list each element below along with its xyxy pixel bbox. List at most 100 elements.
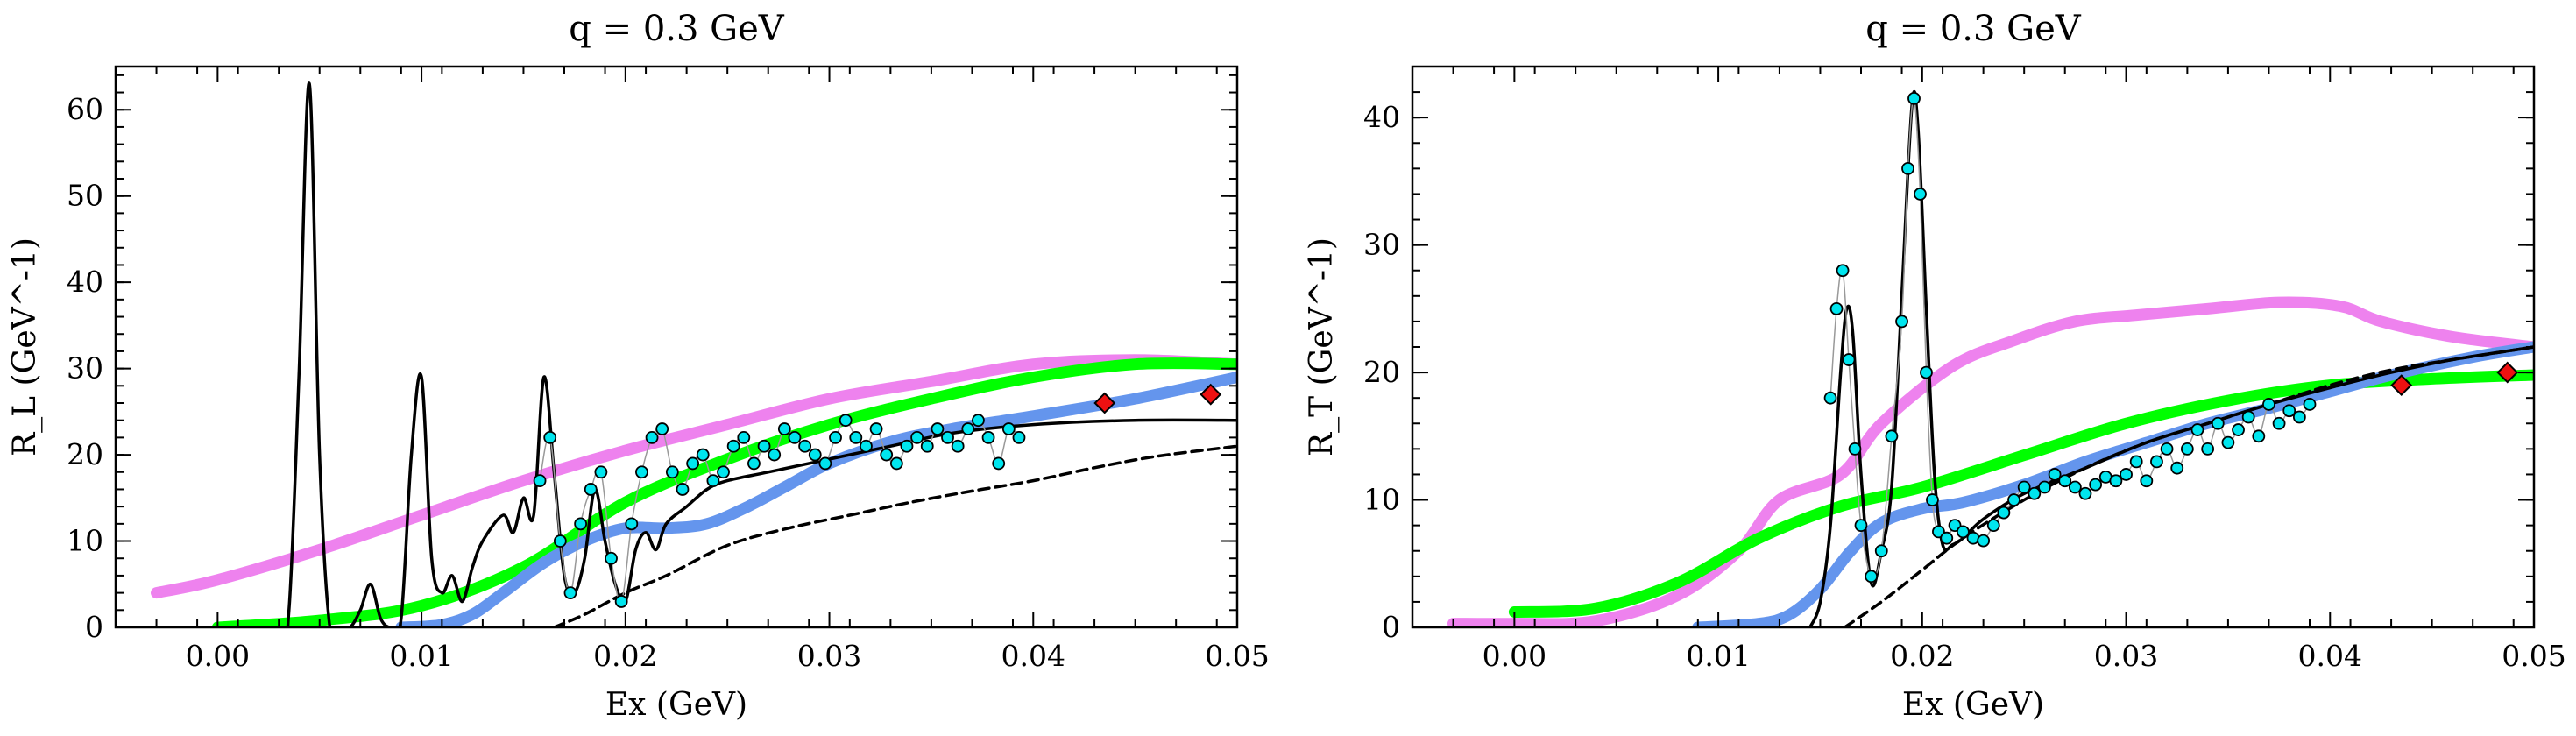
data-point xyxy=(869,422,883,435)
series-line-0 xyxy=(151,354,1237,599)
data-point xyxy=(563,586,577,600)
diamond-point xyxy=(2496,361,2519,384)
data-point xyxy=(1914,188,1927,201)
data-point xyxy=(1836,264,1850,278)
data-point xyxy=(2038,480,2051,494)
data-point xyxy=(1865,570,1879,584)
data-point xyxy=(2068,480,2082,494)
y-tick-label: 60 xyxy=(67,92,103,126)
data-point xyxy=(2078,486,2092,500)
data-point xyxy=(798,439,812,453)
data-point xyxy=(889,456,903,471)
series-line-0 xyxy=(1447,296,2534,627)
data-point xyxy=(2241,410,2255,424)
data-point xyxy=(1012,430,1026,444)
data-point xyxy=(2221,435,2235,449)
data-point xyxy=(2282,404,2296,418)
x-tick-label: 0.04 xyxy=(1001,639,1065,673)
data-point xyxy=(2201,442,2215,456)
data-point xyxy=(1895,315,1908,329)
chart-title: q = 0.3 GeV xyxy=(1865,9,2082,49)
data-point xyxy=(2129,455,2143,469)
data-point xyxy=(1823,391,1837,405)
series-line-4 xyxy=(552,444,1237,627)
data-point xyxy=(2048,468,2062,481)
data-point xyxy=(1901,161,1914,175)
diamond-point xyxy=(1200,383,1222,406)
chart-title: q = 0.3 GeV xyxy=(569,9,785,49)
x-tick-label: 0.01 xyxy=(389,639,453,673)
y-tick-label: 30 xyxy=(67,351,103,386)
data-point xyxy=(981,430,995,444)
series-line-2 xyxy=(395,372,1237,627)
data-point xyxy=(594,465,608,479)
data-point xyxy=(931,422,945,435)
data-point xyxy=(777,422,791,435)
diamond-point xyxy=(1093,392,1116,414)
y-axis-label: R_T (GeV^-1) xyxy=(1304,237,1340,456)
data-point xyxy=(2262,398,2275,411)
y-tick-label: 40 xyxy=(1363,100,1400,134)
data-point xyxy=(768,448,782,462)
y-tick-label: 20 xyxy=(1363,355,1400,389)
data-point xyxy=(961,422,975,435)
data-point xyxy=(910,430,924,444)
data-point xyxy=(2017,480,2031,494)
data-point xyxy=(808,448,822,462)
data-point xyxy=(2170,461,2184,475)
data-point xyxy=(1907,91,1921,105)
data-point xyxy=(829,430,842,444)
axes-frame xyxy=(114,65,1239,629)
data-point xyxy=(849,430,863,444)
chart-panel-right: q = 0.3 GeV Ex (GeV) R_T (GeV^-1) 0.00 0.… xyxy=(1304,9,2566,723)
data-point xyxy=(1920,365,1933,379)
data-point xyxy=(1885,429,1899,443)
data-point xyxy=(900,439,914,453)
y-tick-label: 40 xyxy=(67,265,103,299)
x-tick-label: 0.05 xyxy=(1205,639,1269,673)
data-point xyxy=(726,439,740,453)
data-point xyxy=(951,439,965,453)
x-axis-label: Ex (GeV) xyxy=(605,687,747,723)
x-tick-label: 0.03 xyxy=(2094,639,2158,673)
data-point xyxy=(1829,301,1844,315)
data-point xyxy=(2109,474,2123,488)
data-point xyxy=(1842,353,1856,366)
y-tick-label: 50 xyxy=(67,179,103,213)
data-point xyxy=(2007,493,2020,506)
data-point xyxy=(2232,423,2245,436)
data-point xyxy=(972,414,985,428)
data-point xyxy=(665,465,679,479)
diamond-point xyxy=(2390,374,2413,397)
data-point xyxy=(686,456,700,471)
data-point xyxy=(2028,486,2042,500)
data-point xyxy=(2292,410,2306,424)
data-point xyxy=(1997,506,2011,520)
y-tick-label: 0 xyxy=(1382,610,1400,644)
x-tick-label: 0.02 xyxy=(1890,639,1954,673)
x-tick-label: 0.00 xyxy=(186,639,250,673)
data-point xyxy=(737,430,751,444)
data-point xyxy=(614,595,628,608)
data-point xyxy=(2211,416,2225,430)
series-layer xyxy=(151,81,1237,627)
data-point xyxy=(574,517,588,531)
data-point xyxy=(788,430,802,444)
data-point xyxy=(941,430,954,444)
data-point xyxy=(676,483,690,496)
x-tick-label: 0.02 xyxy=(593,639,657,673)
x-tick-label: 0.04 xyxy=(2298,639,2362,673)
data-point xyxy=(2089,478,2103,492)
data-point xyxy=(1874,544,1888,558)
data-point xyxy=(818,456,832,471)
x-tick-label: 0.00 xyxy=(1483,639,1546,673)
plot-area: 0.00 0.01 0.02 0.03 0.04 0.05 0 10 20 30 40 50 60 xyxy=(67,65,1270,673)
data-point xyxy=(655,422,669,435)
data-point xyxy=(543,430,557,444)
data-point xyxy=(2120,468,2133,481)
data-point xyxy=(2272,416,2286,430)
chart-panel-left: q = 0.3 GeV Ex (GeV) R_L (GeV^-1) 0.00 0.… xyxy=(7,9,1270,723)
data-point xyxy=(2140,474,2154,488)
data-point xyxy=(2252,429,2266,443)
data-point xyxy=(1926,493,1939,506)
